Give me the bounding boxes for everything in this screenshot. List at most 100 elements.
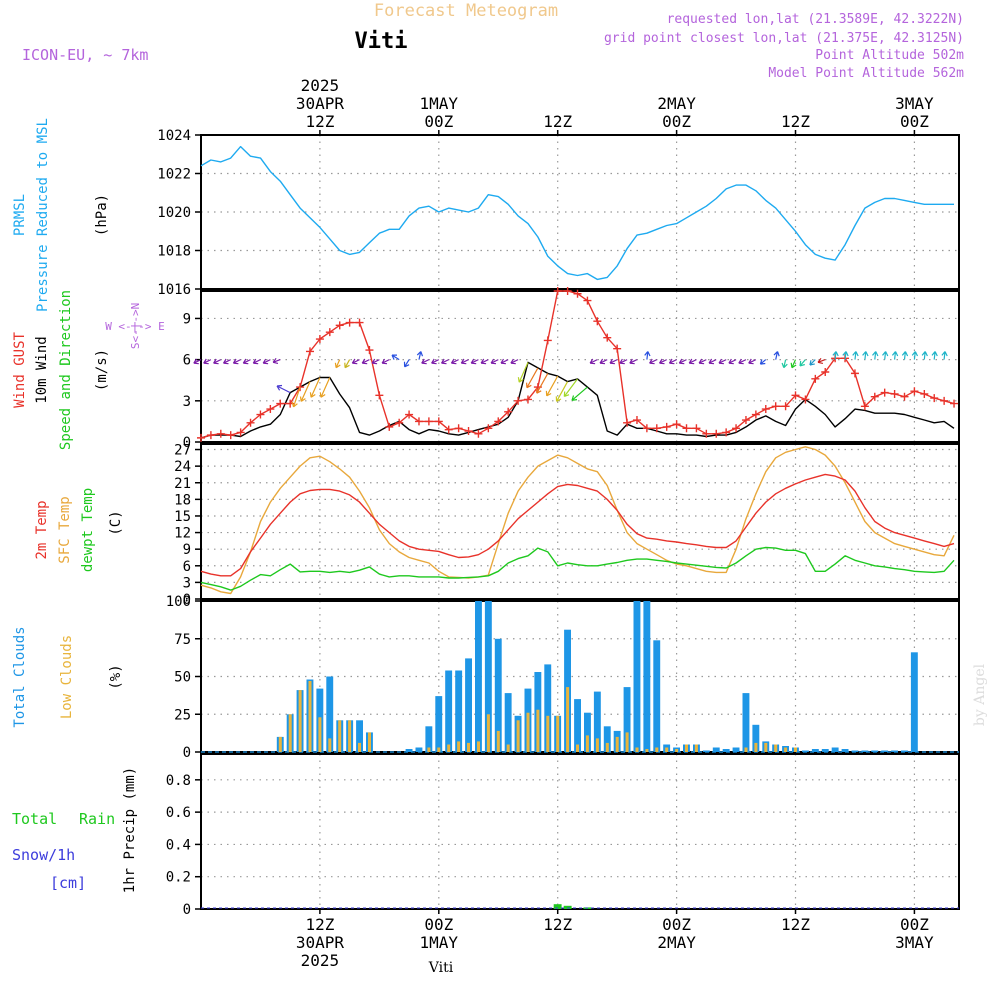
total-clouds-bar: [742, 693, 750, 752]
wind-gust-marker: [781, 402, 790, 411]
precip-panel-frame: [200, 753, 960, 910]
model-point-altitude: Model Point Altitude 562m: [768, 66, 964, 81]
wind-gust-marker: [890, 389, 899, 398]
temp-panel-labels: 2m Temp SFC Temp dewpt Temp (C): [34, 488, 124, 572]
wind-direction-arrow: [391, 354, 400, 361]
sfc-temp-line: [200, 446, 955, 595]
low-clouds-bar: [338, 720, 342, 752]
temp-label-2: SFC Temp: [57, 496, 73, 563]
wind-direction-arrow: [361, 358, 370, 365]
wind-direction-arrow: [319, 377, 331, 398]
wind-gust-marker: [385, 422, 394, 431]
wind-direction-arrow: [599, 358, 608, 365]
precip-ytick-label: 0.6: [166, 805, 191, 821]
wind-gust-marker: [494, 417, 503, 426]
wind-direction-arrow: [901, 351, 909, 360]
wind-direction-arrow: [403, 359, 410, 368]
total-clouds-bar: [603, 726, 611, 752]
wind-gust-marker: [910, 387, 919, 396]
wind-direction-arrow: [371, 358, 380, 365]
compass-west-east: W <-|-> E: [105, 320, 165, 333]
wind-direction-arrow: [668, 358, 677, 365]
time-tick-label: 12Z: [543, 915, 572, 934]
wind-gust-marker: [950, 399, 959, 408]
total-clouds-bar: [702, 750, 710, 752]
precip-total-label: Total: [12, 810, 57, 828]
wind-direction-arrow: [644, 351, 651, 360]
pressure-ytick-label: 1024: [157, 128, 191, 144]
wind-direction-arrow: [852, 351, 859, 360]
wind-gust-marker: [870, 392, 879, 401]
wind-direction-arrow: [921, 351, 928, 360]
wind-gust-marker: [523, 395, 532, 404]
time-tick-label: 00Z: [900, 112, 929, 131]
wind-gust-marker: [672, 420, 681, 429]
total-clouds-bar: [574, 699, 581, 752]
wind-gust-marker: [573, 289, 582, 298]
total-clouds-bar: [465, 658, 472, 752]
time-tick-label: 12Z: [305, 112, 334, 131]
low-clouds-bar: [308, 681, 312, 752]
wind-gust-marker: [315, 335, 324, 344]
temp-ytick-label: 12: [174, 526, 191, 542]
wind-direction-arrow: [480, 358, 489, 365]
total-clouds-bar: [504, 693, 512, 752]
low-clouds-bar: [278, 736, 282, 752]
low-clouds-bar: [635, 747, 639, 752]
wind-direction-arrow: [510, 358, 519, 365]
footer-location: Viti: [428, 960, 454, 976]
wind-direction-arrow: [619, 358, 628, 365]
wind-gust-marker: [226, 431, 235, 440]
wind-gust-marker: [593, 317, 602, 326]
wind-gust-marker: [355, 318, 364, 327]
clouds-ytick-label: 100: [166, 594, 191, 610]
wind-gust-marker: [543, 336, 552, 345]
low-clouds-bar: [605, 742, 609, 752]
wind-gust-marker: [553, 287, 562, 295]
wind-gust-marker: [335, 321, 344, 330]
total-clouds-bar: [831, 747, 839, 752]
low-clouds-bar: [486, 714, 490, 753]
wind-direction-arrow: [781, 359, 788, 369]
wind-gust-marker: [266, 405, 275, 414]
low-clouds-bar: [665, 747, 669, 752]
pressure-ytick-label: 1020: [157, 205, 191, 221]
wind-direction-arrow: [862, 351, 869, 360]
wind-direction-arrow: [262, 358, 271, 365]
pressure-label-2: Pressure Reduced to MSL: [35, 118, 51, 312]
point-altitude: Point Altitude 502m: [815, 48, 964, 63]
wind-gust-marker: [603, 333, 612, 342]
total-clouds-bar: [871, 750, 879, 752]
total-clouds-bar: [851, 750, 859, 752]
low-clouds-bar: [685, 744, 688, 752]
wind-direction-arrow: [450, 358, 459, 365]
wind-gust-marker: [662, 422, 671, 431]
wind-label-3: Speed and Direction: [58, 290, 74, 450]
chart-marks: [193, 145, 959, 909]
wind-gust-marker: [414, 417, 423, 426]
total-clouds-bar: [455, 670, 463, 752]
time-tick-label: 1MAY: [420, 94, 459, 113]
temp-ytick-label: 6: [183, 559, 191, 575]
time-tick-label: 00Z: [424, 915, 453, 934]
wind-direction-arrow: [213, 358, 222, 365]
wind-label-2: 10m Wind: [34, 336, 50, 403]
wind-gust-marker: [722, 428, 731, 437]
time-tick-label: 1MAY: [420, 933, 459, 952]
temp-ytick-label: 27: [174, 443, 191, 459]
total-clouds-bar: [425, 726, 433, 752]
location-name: Viti: [355, 29, 408, 54]
total-clouds-bar: [356, 720, 363, 752]
temp-label-3: dewpt Temp: [80, 488, 96, 572]
wind-direction-arrow: [431, 358, 440, 365]
total-clouds-bar: [841, 749, 849, 752]
wind-direction-arrow: [738, 358, 747, 365]
clouds-ytick-label: 50: [174, 670, 191, 686]
low-clouds-bar: [546, 715, 550, 752]
wind-gust-marker: [771, 402, 780, 411]
wind-direction-arrow: [334, 359, 341, 369]
total-clouds-bar: [415, 747, 423, 752]
wind-gust-marker: [751, 410, 760, 419]
clouds-label-1: Total Clouds: [12, 626, 28, 727]
wind-gust-marker: [325, 328, 334, 337]
